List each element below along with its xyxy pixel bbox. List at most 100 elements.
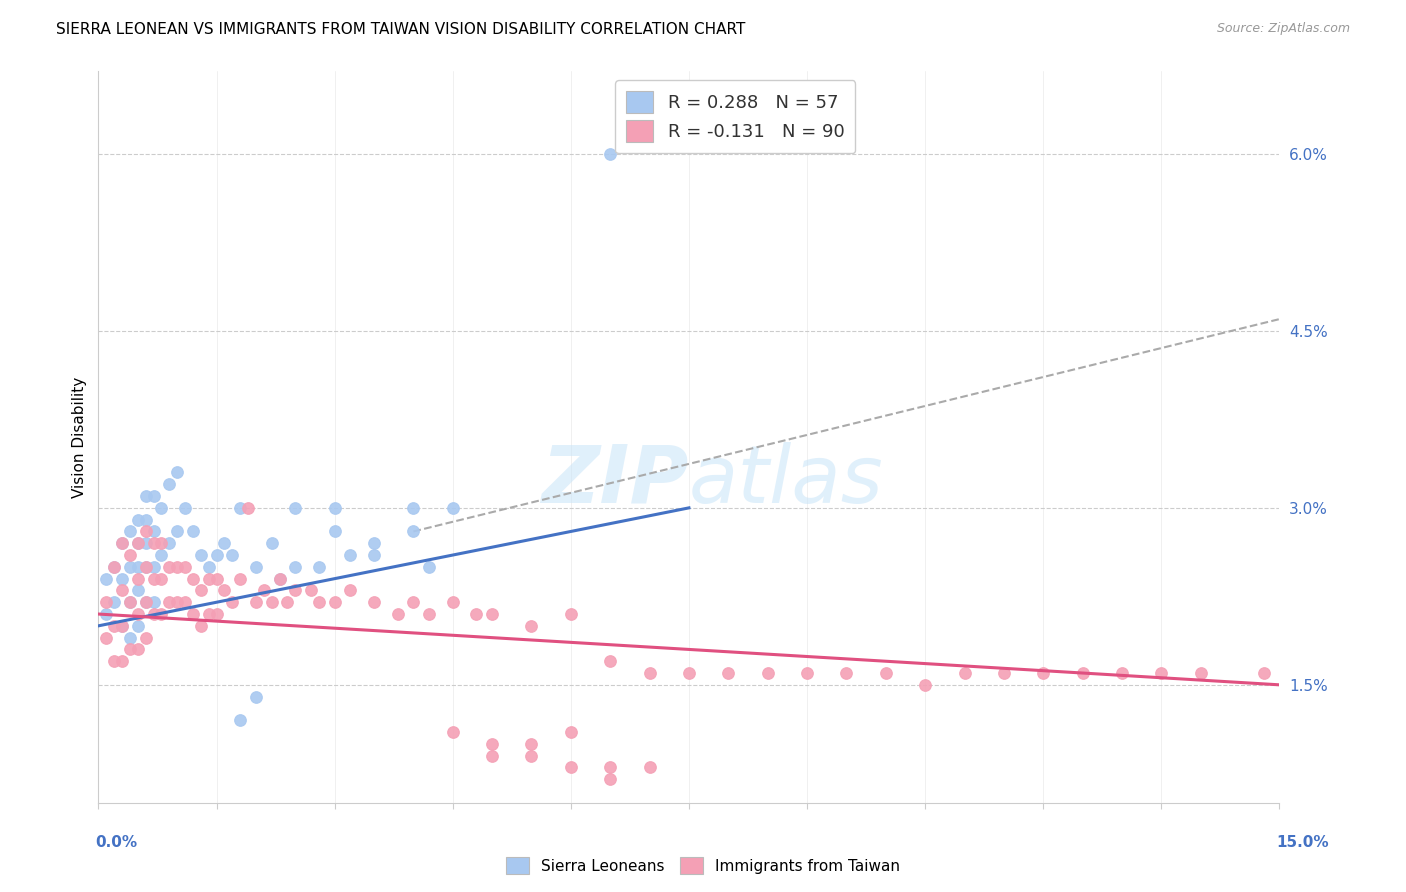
Point: [197, 559, 219, 574]
Point: [142, 559, 165, 574]
Point: [402, 500, 425, 515]
Point: [245, 559, 267, 574]
Point: [111, 619, 134, 633]
Point: [229, 572, 252, 586]
Point: [111, 536, 134, 550]
Point: [560, 725, 582, 739]
Point: [308, 559, 330, 574]
Point: [103, 559, 125, 574]
Point: [1032, 666, 1054, 681]
Point: [299, 583, 322, 598]
Point: [269, 572, 291, 586]
Point: [190, 619, 212, 633]
Point: [236, 500, 259, 515]
Point: [323, 500, 346, 515]
Point: [96, 607, 118, 621]
Point: [363, 595, 385, 609]
Point: [142, 607, 165, 621]
Point: [103, 619, 125, 633]
Point: [166, 524, 188, 539]
Point: [190, 583, 212, 598]
Point: [96, 595, 118, 609]
Point: [118, 524, 141, 539]
Point: [96, 631, 118, 645]
Point: [560, 607, 582, 621]
Point: [284, 583, 307, 598]
Point: [402, 595, 425, 609]
Point: [418, 559, 440, 574]
Point: [157, 559, 180, 574]
Point: [756, 666, 779, 681]
Point: [150, 607, 173, 621]
Point: [142, 536, 165, 550]
Point: [214, 583, 236, 598]
Point: [166, 595, 188, 609]
Point: [135, 524, 157, 539]
Point: [1253, 666, 1275, 681]
Point: [402, 524, 425, 539]
Point: [229, 500, 252, 515]
Point: [157, 595, 180, 609]
Point: [103, 654, 125, 668]
Point: [135, 595, 157, 609]
Point: [96, 572, 118, 586]
Point: [190, 548, 212, 562]
Point: [269, 572, 291, 586]
Point: [135, 489, 157, 503]
Point: [638, 666, 661, 681]
Point: [363, 548, 385, 562]
Point: [1111, 666, 1133, 681]
Point: [1150, 666, 1173, 681]
Y-axis label: Vision Disability: Vision Disability: [72, 376, 87, 498]
Point: [103, 559, 125, 574]
Point: [118, 595, 141, 609]
Point: [245, 595, 267, 609]
Point: [127, 536, 149, 550]
Point: [638, 760, 661, 774]
Point: [339, 583, 361, 598]
Point: [260, 536, 283, 550]
Point: [520, 619, 543, 633]
Point: [221, 595, 243, 609]
Point: [111, 619, 134, 633]
Point: [599, 654, 621, 668]
Point: [1071, 666, 1094, 681]
Point: [166, 559, 188, 574]
Point: [150, 572, 173, 586]
Point: [599, 147, 621, 161]
Point: [197, 572, 219, 586]
Point: [796, 666, 818, 681]
Point: [875, 666, 897, 681]
Point: [157, 536, 180, 550]
Point: [835, 666, 858, 681]
Point: [118, 631, 141, 645]
Point: [135, 536, 157, 550]
Point: [481, 748, 503, 763]
Point: [142, 489, 165, 503]
Point: [111, 583, 134, 598]
Point: [166, 466, 188, 480]
Legend: R = 0.288   N = 57, R = -0.131   N = 90: R = 0.288 N = 57, R = -0.131 N = 90: [616, 80, 855, 153]
Point: [127, 559, 149, 574]
Point: [127, 513, 149, 527]
Point: [245, 690, 267, 704]
Text: ZIP: ZIP: [541, 442, 689, 520]
Point: [127, 572, 149, 586]
Point: [127, 583, 149, 598]
Point: [142, 595, 165, 609]
Point: [127, 619, 149, 633]
Point: [339, 548, 361, 562]
Point: [418, 607, 440, 621]
Point: [135, 513, 157, 527]
Point: [127, 642, 149, 657]
Legend: Sierra Leoneans, Immigrants from Taiwan: Sierra Leoneans, Immigrants from Taiwan: [501, 851, 905, 880]
Point: [103, 595, 125, 609]
Point: [363, 536, 385, 550]
Point: [197, 607, 219, 621]
Point: [560, 760, 582, 774]
Point: [157, 477, 180, 491]
Point: [993, 666, 1015, 681]
Point: [953, 666, 976, 681]
Point: [276, 595, 298, 609]
Point: [520, 748, 543, 763]
